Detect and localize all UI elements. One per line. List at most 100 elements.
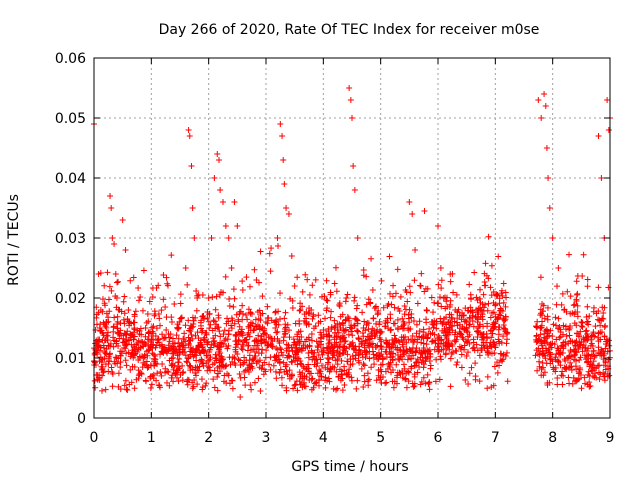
- data-point: [231, 355, 238, 362]
- data-point: [462, 317, 469, 324]
- data-point: [370, 354, 377, 361]
- data-point: [488, 262, 495, 269]
- data-point: [193, 357, 200, 364]
- data-point: [168, 355, 175, 362]
- data-point: [559, 342, 566, 349]
- data-point: [146, 346, 153, 353]
- data-point: [231, 320, 238, 327]
- data-point: [185, 377, 192, 384]
- data-point: [225, 372, 232, 379]
- data-point: [207, 367, 214, 374]
- data-point: [192, 314, 199, 321]
- data-point: [228, 322, 235, 329]
- data-point: [542, 103, 549, 109]
- data-point: [165, 331, 172, 337]
- data-point: [487, 327, 494, 334]
- data-point: [319, 351, 326, 358]
- frame-layer: [93, 57, 611, 419]
- data-point: [200, 349, 207, 356]
- data-point: [294, 347, 301, 354]
- data-point: [331, 317, 338, 324]
- data-point: [104, 269, 111, 276]
- data-point: [579, 319, 586, 326]
- data-point: [206, 356, 213, 363]
- data-point: [94, 351, 101, 358]
- data-point: [351, 297, 358, 304]
- data-point: [373, 377, 380, 384]
- data-point: [311, 380, 318, 387]
- data-point: [566, 332, 573, 339]
- data-point: [182, 265, 189, 271]
- data-point: [279, 382, 286, 389]
- data-point: [406, 306, 413, 313]
- data-point: [272, 368, 279, 375]
- data-point: [181, 336, 188, 343]
- data-point: [294, 274, 301, 281]
- data-point: [380, 355, 387, 362]
- data-point: [130, 336, 137, 343]
- data-point: [538, 115, 545, 121]
- data-point: [291, 283, 298, 289]
- data-point: [328, 324, 335, 331]
- data-point: [458, 364, 465, 371]
- data-point: [487, 314, 494, 321]
- data-point: [605, 127, 612, 133]
- data-point: [340, 322, 347, 329]
- data-point: [255, 346, 262, 353]
- data-point: [245, 368, 252, 375]
- data-point: [433, 325, 440, 332]
- data-point: [336, 301, 343, 308]
- data-point: [122, 331, 129, 338]
- data-point: [198, 376, 205, 383]
- points-layer: [91, 85, 613, 400]
- data-point: [272, 324, 279, 331]
- data-point: [188, 163, 195, 169]
- data-point: [595, 133, 602, 139]
- data-point: [325, 328, 332, 335]
- data-point: [263, 338, 270, 345]
- data-point: [583, 314, 590, 321]
- data-point: [503, 340, 510, 347]
- data-point: [371, 305, 378, 312]
- data-point: [559, 368, 566, 375]
- data-point: [382, 380, 389, 387]
- data-point: [391, 332, 398, 339]
- data-point: [587, 382, 594, 389]
- data-point: [360, 361, 367, 368]
- data-point: [462, 376, 469, 383]
- data-point: [475, 325, 482, 331]
- data-point: [257, 387, 264, 394]
- data-point: [557, 351, 564, 358]
- data-point: [467, 291, 474, 298]
- data-point: [259, 310, 266, 317]
- data-point: [589, 343, 596, 349]
- data-point: [573, 278, 580, 285]
- data-point: [461, 346, 468, 353]
- data-point: [229, 317, 236, 324]
- data-point: [409, 332, 416, 339]
- data-point: [246, 333, 253, 340]
- data-point: [574, 290, 581, 297]
- data-point: [554, 375, 561, 382]
- data-point: [473, 341, 480, 348]
- data-point: [383, 349, 390, 355]
- data-point: [143, 358, 150, 365]
- data-point: [338, 357, 345, 364]
- data-point: [198, 356, 205, 363]
- data-point: [560, 331, 567, 338]
- data-point: [327, 314, 334, 321]
- data-point: [554, 345, 561, 352]
- data-point: [150, 351, 157, 358]
- data-point: [543, 360, 550, 367]
- data-point: [304, 343, 311, 350]
- data-point: [243, 339, 250, 346]
- data-point: [581, 374, 588, 381]
- data-point: [149, 294, 156, 301]
- data-point: [265, 314, 272, 321]
- data-point: [281, 368, 288, 375]
- data-point: [382, 320, 389, 327]
- data-point: [375, 372, 382, 379]
- data-point: [406, 283, 413, 290]
- data-point: [143, 319, 150, 326]
- data-point: [557, 326, 564, 333]
